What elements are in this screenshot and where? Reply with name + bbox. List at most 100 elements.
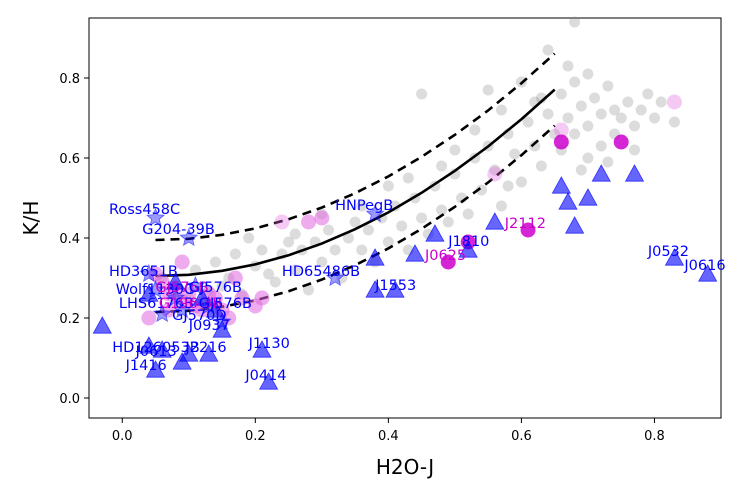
- field-point: [595, 140, 607, 152]
- blue-triangle-point: [698, 264, 718, 282]
- blue-star-point: [165, 287, 186, 307]
- point-label: HNPegB: [335, 198, 393, 214]
- magenta-point: [314, 210, 330, 226]
- blue-triangle-point: [425, 224, 445, 242]
- blue-triangle-point: [139, 284, 159, 302]
- field-point: [575, 164, 587, 176]
- magenta-point: [207, 290, 223, 306]
- point-label: J0414: [244, 368, 286, 384]
- blue-triangle-point: [139, 336, 159, 354]
- field-point: [469, 124, 481, 136]
- point-label: HD65486B: [282, 264, 360, 280]
- x-axis-ticks: 0.0 0.2 0.4 0.6 0.8: [112, 418, 665, 444]
- blue-triangle-point: [92, 316, 112, 334]
- field-point: [642, 88, 654, 100]
- point-label: J2216: [184, 340, 226, 356]
- x-tick-label: 0.8: [644, 429, 665, 444]
- field-point: [263, 268, 275, 280]
- magenta-faint-point: [487, 166, 503, 182]
- x-tick-label: 0.4: [378, 429, 399, 444]
- blue-triangle-point: [385, 280, 405, 298]
- field-point: [243, 232, 255, 244]
- blue-triangle-point: [258, 372, 279, 390]
- field-point: [436, 160, 448, 172]
- field-point: [489, 164, 501, 176]
- field-point: [629, 144, 641, 156]
- y-tick-label: 0.4: [59, 232, 80, 247]
- field-point: [382, 236, 394, 248]
- field-point: [356, 200, 368, 212]
- field-point: [289, 264, 301, 276]
- magenta-point: [181, 286, 197, 302]
- field-point: [555, 88, 567, 100]
- point-label: J1553: [374, 278, 416, 294]
- plot-area: [88, 17, 722, 419]
- field-points: [156, 16, 680, 308]
- magenta-point: [221, 310, 237, 326]
- blue-triangle-point: [624, 164, 645, 182]
- field-point: [615, 112, 627, 124]
- blue-triangle-point: [558, 192, 578, 210]
- field-point: [529, 140, 541, 152]
- field-point: [562, 60, 574, 72]
- blue-triangle-point: [145, 360, 166, 378]
- blue-triangle-point: [591, 164, 611, 182]
- x-axis-label: H2O-J: [376, 455, 434, 479]
- field-point: [668, 116, 680, 128]
- point-label: J0532: [647, 244, 689, 260]
- point-label: HD126053B: [112, 340, 199, 356]
- field-point: [442, 216, 454, 228]
- magenta-solid-point: [520, 222, 536, 238]
- point-label: J2112: [504, 216, 546, 232]
- blue-triangle-point: [485, 212, 505, 230]
- point-label: Ross458C: [109, 202, 180, 218]
- point-label: J1416: [125, 358, 167, 374]
- field-point: [303, 284, 315, 296]
- blue-star-point: [199, 295, 219, 315]
- field-point: [269, 276, 281, 288]
- field-point: [283, 236, 295, 248]
- field-point: [569, 76, 581, 88]
- magenta-point: [254, 290, 270, 306]
- blue-stars: [139, 203, 385, 331]
- blue-triangle-point: [551, 176, 572, 194]
- y-tick-label: 0.2: [59, 312, 80, 327]
- field-point: [542, 44, 554, 56]
- point-label: HD3651B: [109, 264, 178, 280]
- magenta-points: [141, 94, 682, 326]
- field-point: [495, 200, 507, 212]
- point-label: GJ576B: [156, 280, 209, 296]
- blue-star-point: [145, 279, 166, 299]
- magenta-point: [301, 214, 317, 230]
- blue-star-point: [139, 263, 159, 283]
- blue-star-point: [145, 207, 166, 227]
- field-point: [589, 92, 601, 104]
- magenta-point: [194, 302, 210, 318]
- magenta-faint-point: [274, 214, 290, 230]
- field-point: [209, 256, 221, 268]
- x-tick-label: 0.6: [511, 429, 532, 444]
- field-point: [535, 160, 547, 172]
- magenta-faint-point: [666, 94, 682, 110]
- field-point: [522, 116, 534, 128]
- blue-triangle-point: [405, 244, 425, 262]
- magenta-point: [154, 274, 170, 290]
- point-label: J0616: [683, 258, 725, 274]
- point-label: GJ576B: [199, 296, 252, 312]
- x-tick-label: 0.2: [245, 429, 266, 444]
- blue-triangle-point: [664, 248, 685, 266]
- y-tick-label: 0.6: [59, 152, 80, 167]
- blue-triangle-point: [578, 188, 598, 206]
- polynomial-fit-line: [155, 88, 556, 278]
- field-point: [602, 156, 614, 168]
- point-label: J0613: [135, 344, 177, 360]
- field-point: [216, 280, 228, 292]
- magenta-point: [141, 310, 157, 326]
- point-labels: Ross458C G204-39B HNPegB HD3651B HD65486B J15…: [109, 198, 726, 384]
- field-point: [655, 96, 667, 108]
- field-point: [316, 256, 328, 268]
- blue-triangles: [92, 164, 718, 390]
- field-point: [582, 68, 594, 80]
- field-point: [635, 104, 647, 116]
